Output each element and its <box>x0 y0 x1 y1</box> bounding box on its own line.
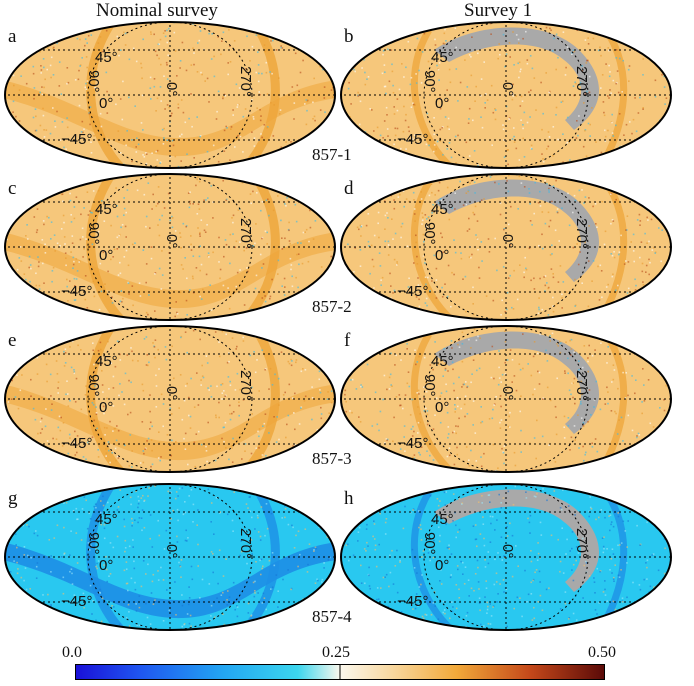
lat-label-45s: −45° <box>397 593 428 610</box>
panel-letter-f: f <box>344 330 351 351</box>
detector-label-2: 857-2 <box>312 297 352 316</box>
lon-label-270: 270° <box>573 66 590 97</box>
lon-label-0: 0° <box>163 386 180 400</box>
colorbar-mid-label: 0.25 <box>322 644 350 661</box>
lat-label-0: 0° <box>99 95 113 112</box>
lon-label-90: 90° <box>421 532 438 555</box>
lat-label-0: 0° <box>99 557 113 574</box>
panel-letter-e: e <box>8 330 17 351</box>
lat-label-45n: 45° <box>95 511 118 528</box>
lon-label-90: 90° <box>421 222 438 245</box>
lon-label-0: 0° <box>499 82 516 96</box>
column-title-survey1: Survey 1 <box>464 0 533 21</box>
lat-label-45s: −45° <box>61 283 92 300</box>
lat-label-0: 0° <box>99 399 113 416</box>
lon-label-90: 90° <box>85 222 102 245</box>
detector-label-1: 857-1 <box>312 145 352 164</box>
lon-label-0: 0° <box>163 82 180 96</box>
detector-label-3: 857-3 <box>312 449 352 468</box>
lat-label-45s: −45° <box>397 131 428 148</box>
lon-label-270: 270° <box>237 66 254 97</box>
panel-letter-h: h <box>344 488 354 509</box>
lon-label-0: 0° <box>499 234 516 248</box>
lon-label-90: 90° <box>421 374 438 397</box>
column-title-nominal: Nominal survey <box>96 0 218 21</box>
lat-label-0: 0° <box>435 95 449 112</box>
lat-label-45s: −45° <box>61 593 92 610</box>
lat-label-0: 0° <box>435 399 449 416</box>
panel-letter-a: a <box>8 26 17 47</box>
detector-label-4: 857-4 <box>312 607 352 626</box>
lon-label-90: 90° <box>85 532 102 555</box>
lon-label-270: 270° <box>573 528 590 559</box>
sky-map-b: 45° −45° 0° 90° 0° 270° <box>340 21 672 169</box>
panel-letter-g: g <box>8 488 18 509</box>
sky-map-h: 45° −45° 0° 90° 0° 270° <box>340 483 672 631</box>
colorbar-max-label: 0.50 <box>588 644 616 661</box>
lat-label-0: 0° <box>435 247 449 264</box>
lat-label-45s: −45° <box>61 131 92 148</box>
lon-label-270: 270° <box>573 370 590 401</box>
lat-label-45n: 45° <box>431 511 454 528</box>
lat-label-0: 0° <box>435 557 449 574</box>
lat-label-45s: −45° <box>397 283 428 300</box>
lat-label-45s: −45° <box>61 435 92 452</box>
lat-label-45n: 45° <box>431 49 454 66</box>
lat-label-45n: 45° <box>95 201 118 218</box>
lat-label-45n: 45° <box>431 353 454 370</box>
panel-letter-c: c <box>8 178 17 199</box>
lon-label-90: 90° <box>421 70 438 93</box>
sky-map-e: 45° −45° 0° 90° 0° 270° <box>4 325 336 473</box>
panel-letter-d: d <box>344 178 354 199</box>
lon-label-270: 270° <box>573 218 590 249</box>
lon-label-270: 270° <box>237 528 254 559</box>
lon-label-0: 0° <box>163 234 180 248</box>
lon-label-270: 270° <box>237 218 254 249</box>
lon-label-0: 0° <box>499 386 516 400</box>
panel-letter-b: b <box>344 26 354 47</box>
sky-map-d: 45° −45° 0° 90° 0° 270° <box>340 173 672 321</box>
lat-label-45n: 45° <box>431 201 454 218</box>
colorbar-min-label: 0.0 <box>62 644 82 661</box>
sky-map-c: 45° −45° 0° 90° 0° 270° <box>4 173 336 321</box>
lon-label-0: 0° <box>499 544 516 558</box>
lon-label-90: 90° <box>85 374 102 397</box>
colorbar <box>75 664 605 680</box>
sky-map-a: 45° −45° 0° 90° 0° 270° <box>4 21 336 169</box>
lat-label-45s: −45° <box>397 435 428 452</box>
lat-label-0: 0° <box>99 247 113 264</box>
lat-label-45n: 45° <box>95 49 118 66</box>
lat-label-45n: 45° <box>95 353 118 370</box>
lon-label-90: 90° <box>85 70 102 93</box>
sky-map-f: 45° −45° 0° 90° 0° 270° <box>340 325 672 473</box>
lon-label-0: 0° <box>163 544 180 558</box>
sky-map-g: 45° −45° 0° 90° 0° 270° <box>4 483 336 631</box>
lon-label-270: 270° <box>237 370 254 401</box>
